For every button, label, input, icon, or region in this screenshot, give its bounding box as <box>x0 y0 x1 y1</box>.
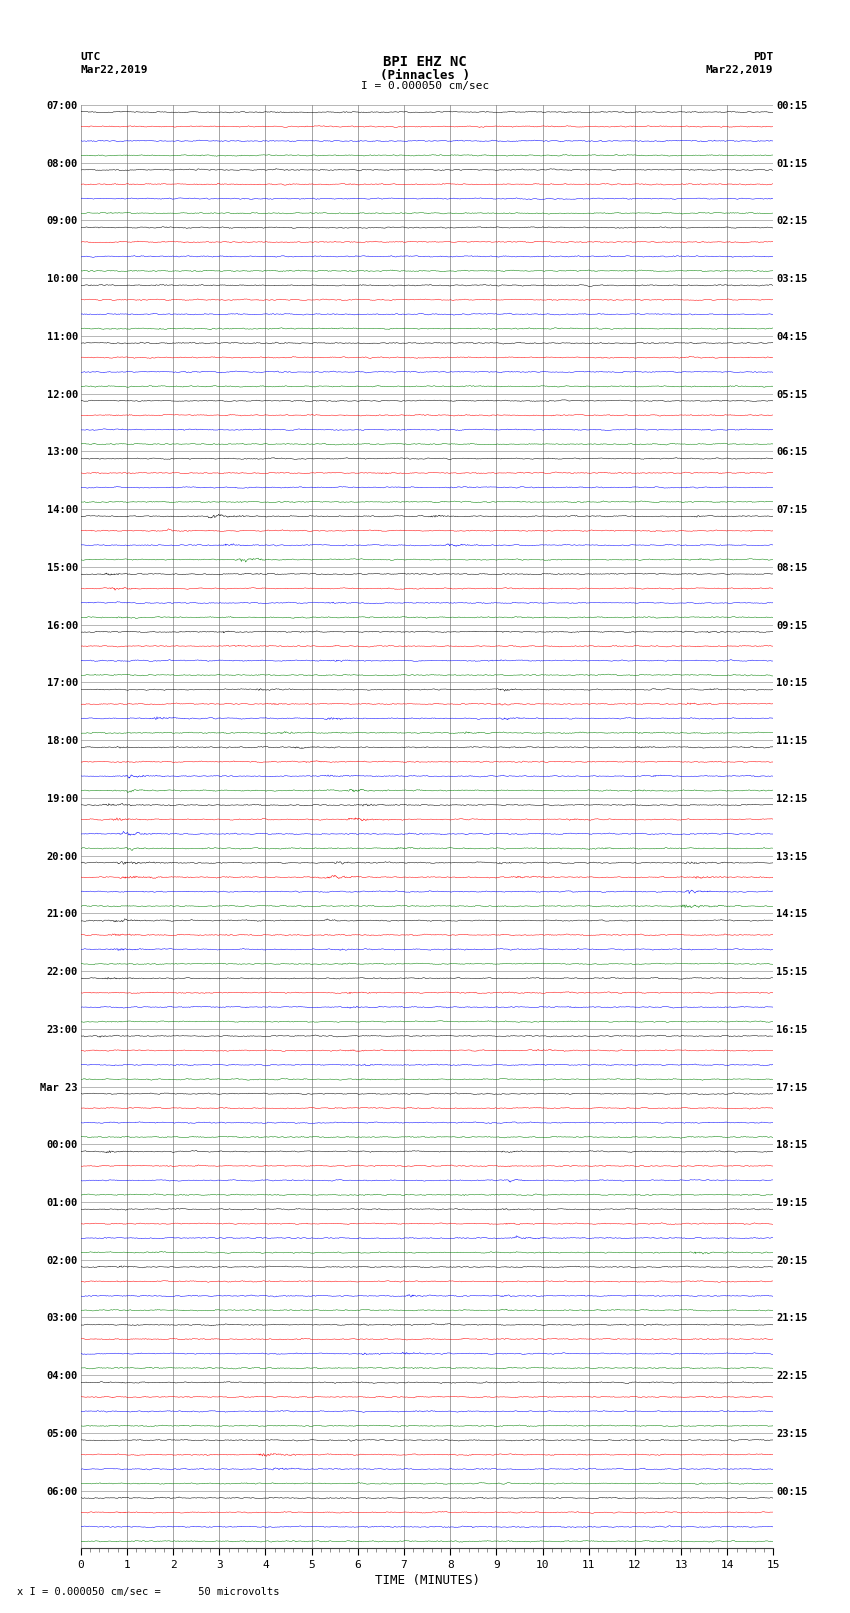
Text: (Pinnacles ): (Pinnacles ) <box>380 69 470 82</box>
Text: I = 0.000050 cm/sec: I = 0.000050 cm/sec <box>361 81 489 90</box>
Text: UTC: UTC <box>81 52 101 61</box>
Text: PDT: PDT <box>753 52 774 61</box>
X-axis label: TIME (MINUTES): TIME (MINUTES) <box>375 1574 479 1587</box>
Text: BPI EHZ NC: BPI EHZ NC <box>383 55 467 69</box>
Text: Mar22,2019: Mar22,2019 <box>706 65 774 74</box>
Text: x I = 0.000050 cm/sec =      50 microvolts: x I = 0.000050 cm/sec = 50 microvolts <box>17 1587 280 1597</box>
Text: Mar22,2019: Mar22,2019 <box>81 65 148 74</box>
